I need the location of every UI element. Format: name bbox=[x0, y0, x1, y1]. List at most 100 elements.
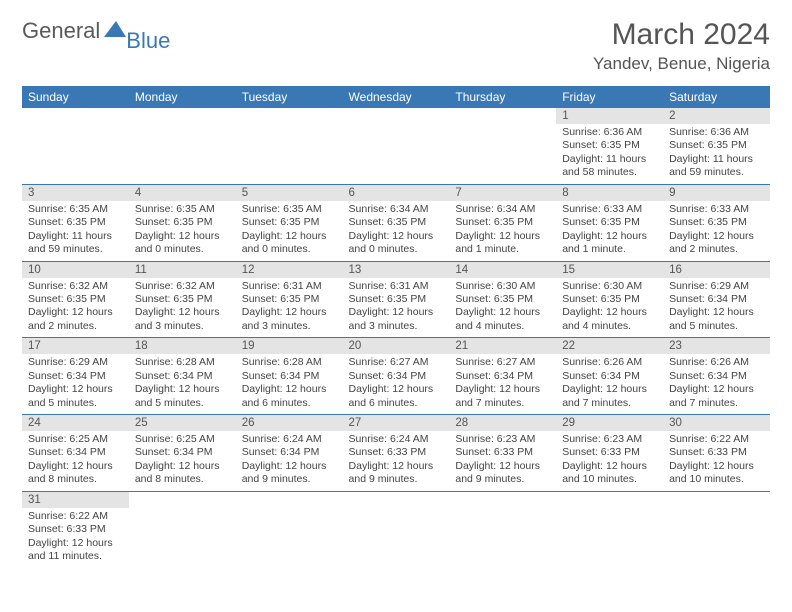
calendar-table: SundayMondayTuesdayWednesdayThursdayFrid… bbox=[22, 86, 770, 568]
calendar-cell: 24Sunrise: 6:25 AMSunset: 6:34 PMDayligh… bbox=[22, 415, 129, 492]
calendar-cell: 30Sunrise: 6:22 AMSunset: 6:33 PMDayligh… bbox=[663, 415, 770, 492]
calendar-body: 1Sunrise: 6:36 AMSunset: 6:35 PMDaylight… bbox=[22, 108, 770, 568]
location-text: Yandev, Benue, Nigeria bbox=[593, 54, 770, 74]
day-details: Sunrise: 6:30 AMSunset: 6:35 PMDaylight:… bbox=[556, 278, 663, 338]
day-number: 11 bbox=[129, 262, 236, 278]
day-number: 20 bbox=[343, 338, 450, 354]
weekday-header: Saturday bbox=[663, 86, 770, 108]
day-number: 6 bbox=[343, 185, 450, 201]
calendar-cell bbox=[236, 491, 343, 567]
day-number: 26 bbox=[236, 415, 343, 431]
weekday-header: Sunday bbox=[22, 86, 129, 108]
sail-icon bbox=[102, 19, 128, 44]
day-number: 14 bbox=[449, 262, 556, 278]
day-details: Sunrise: 6:22 AMSunset: 6:33 PMDaylight:… bbox=[22, 508, 129, 568]
day-number: 24 bbox=[22, 415, 129, 431]
calendar-cell: 15Sunrise: 6:30 AMSunset: 6:35 PMDayligh… bbox=[556, 261, 663, 338]
day-details: Sunrise: 6:25 AMSunset: 6:34 PMDaylight:… bbox=[22, 431, 129, 491]
calendar-cell bbox=[663, 491, 770, 567]
calendar-cell: 27Sunrise: 6:24 AMSunset: 6:33 PMDayligh… bbox=[343, 415, 450, 492]
header: General Blue March 2024 Yandev, Benue, N… bbox=[22, 18, 770, 74]
calendar-cell bbox=[129, 108, 236, 184]
calendar-cell bbox=[343, 491, 450, 567]
day-details: Sunrise: 6:35 AMSunset: 6:35 PMDaylight:… bbox=[22, 201, 129, 261]
weekday-header: Thursday bbox=[449, 86, 556, 108]
day-details: Sunrise: 6:32 AMSunset: 6:35 PMDaylight:… bbox=[129, 278, 236, 338]
day-number: 12 bbox=[236, 262, 343, 278]
day-number: 16 bbox=[663, 262, 770, 278]
page-title: March 2024 bbox=[593, 18, 770, 52]
weekday-header: Monday bbox=[129, 86, 236, 108]
day-details: Sunrise: 6:33 AMSunset: 6:35 PMDaylight:… bbox=[663, 201, 770, 261]
calendar-cell bbox=[343, 108, 450, 184]
calendar-cell: 5Sunrise: 6:35 AMSunset: 6:35 PMDaylight… bbox=[236, 184, 343, 261]
day-details: Sunrise: 6:31 AMSunset: 6:35 PMDaylight:… bbox=[343, 278, 450, 338]
calendar-cell: 22Sunrise: 6:26 AMSunset: 6:34 PMDayligh… bbox=[556, 338, 663, 415]
calendar-cell bbox=[129, 491, 236, 567]
day-number: 27 bbox=[343, 415, 450, 431]
calendar-cell: 23Sunrise: 6:26 AMSunset: 6:34 PMDayligh… bbox=[663, 338, 770, 415]
day-details: Sunrise: 6:24 AMSunset: 6:34 PMDaylight:… bbox=[236, 431, 343, 491]
weekday-header: Friday bbox=[556, 86, 663, 108]
day-number: 1 bbox=[556, 108, 663, 124]
day-number: 3 bbox=[22, 185, 129, 201]
day-number: 7 bbox=[449, 185, 556, 201]
calendar-cell: 18Sunrise: 6:28 AMSunset: 6:34 PMDayligh… bbox=[129, 338, 236, 415]
day-details: Sunrise: 6:28 AMSunset: 6:34 PMDaylight:… bbox=[129, 354, 236, 414]
day-number: 21 bbox=[449, 338, 556, 354]
day-details: Sunrise: 6:29 AMSunset: 6:34 PMDaylight:… bbox=[663, 278, 770, 338]
calendar-cell: 26Sunrise: 6:24 AMSunset: 6:34 PMDayligh… bbox=[236, 415, 343, 492]
calendar-cell: 10Sunrise: 6:32 AMSunset: 6:35 PMDayligh… bbox=[22, 261, 129, 338]
day-details: Sunrise: 6:36 AMSunset: 6:35 PMDaylight:… bbox=[556, 124, 663, 184]
calendar-cell: 31Sunrise: 6:22 AMSunset: 6:33 PMDayligh… bbox=[22, 491, 129, 567]
day-number: 23 bbox=[663, 338, 770, 354]
logo: General Blue bbox=[22, 18, 174, 44]
day-number: 17 bbox=[22, 338, 129, 354]
day-number: 19 bbox=[236, 338, 343, 354]
day-number: 30 bbox=[663, 415, 770, 431]
calendar-cell: 3Sunrise: 6:35 AMSunset: 6:35 PMDaylight… bbox=[22, 184, 129, 261]
calendar-cell: 13Sunrise: 6:31 AMSunset: 6:35 PMDayligh… bbox=[343, 261, 450, 338]
calendar-cell bbox=[449, 491, 556, 567]
weekday-header: Wednesday bbox=[343, 86, 450, 108]
day-details: Sunrise: 6:23 AMSunset: 6:33 PMDaylight:… bbox=[556, 431, 663, 491]
day-details: Sunrise: 6:34 AMSunset: 6:35 PMDaylight:… bbox=[449, 201, 556, 261]
day-number: 4 bbox=[129, 185, 236, 201]
day-number: 25 bbox=[129, 415, 236, 431]
day-details: Sunrise: 6:23 AMSunset: 6:33 PMDaylight:… bbox=[449, 431, 556, 491]
calendar-cell: 19Sunrise: 6:28 AMSunset: 6:34 PMDayligh… bbox=[236, 338, 343, 415]
day-details: Sunrise: 6:27 AMSunset: 6:34 PMDaylight:… bbox=[343, 354, 450, 414]
day-details: Sunrise: 6:36 AMSunset: 6:35 PMDaylight:… bbox=[663, 124, 770, 184]
calendar-cell: 12Sunrise: 6:31 AMSunset: 6:35 PMDayligh… bbox=[236, 261, 343, 338]
day-number: 9 bbox=[663, 185, 770, 201]
day-details: Sunrise: 6:32 AMSunset: 6:35 PMDaylight:… bbox=[22, 278, 129, 338]
day-details: Sunrise: 6:30 AMSunset: 6:35 PMDaylight:… bbox=[449, 278, 556, 338]
calendar-cell bbox=[556, 491, 663, 567]
calendar-cell: 29Sunrise: 6:23 AMSunset: 6:33 PMDayligh… bbox=[556, 415, 663, 492]
calendar-cell: 11Sunrise: 6:32 AMSunset: 6:35 PMDayligh… bbox=[129, 261, 236, 338]
calendar-cell: 9Sunrise: 6:33 AMSunset: 6:35 PMDaylight… bbox=[663, 184, 770, 261]
day-details: Sunrise: 6:33 AMSunset: 6:35 PMDaylight:… bbox=[556, 201, 663, 261]
day-number: 29 bbox=[556, 415, 663, 431]
calendar-cell bbox=[236, 108, 343, 184]
day-number: 13 bbox=[343, 262, 450, 278]
calendar-cell: 16Sunrise: 6:29 AMSunset: 6:34 PMDayligh… bbox=[663, 261, 770, 338]
calendar-cell: 2Sunrise: 6:36 AMSunset: 6:35 PMDaylight… bbox=[663, 108, 770, 184]
day-details: Sunrise: 6:26 AMSunset: 6:34 PMDaylight:… bbox=[663, 354, 770, 414]
calendar-cell: 17Sunrise: 6:29 AMSunset: 6:34 PMDayligh… bbox=[22, 338, 129, 415]
calendar-cell: 21Sunrise: 6:27 AMSunset: 6:34 PMDayligh… bbox=[449, 338, 556, 415]
day-number: 8 bbox=[556, 185, 663, 201]
day-number: 22 bbox=[556, 338, 663, 354]
day-details: Sunrise: 6:34 AMSunset: 6:35 PMDaylight:… bbox=[343, 201, 450, 261]
calendar-cell: 25Sunrise: 6:25 AMSunset: 6:34 PMDayligh… bbox=[129, 415, 236, 492]
day-number: 2 bbox=[663, 108, 770, 124]
calendar-cell: 6Sunrise: 6:34 AMSunset: 6:35 PMDaylight… bbox=[343, 184, 450, 261]
day-details: Sunrise: 6:26 AMSunset: 6:34 PMDaylight:… bbox=[556, 354, 663, 414]
day-details: Sunrise: 6:31 AMSunset: 6:35 PMDaylight:… bbox=[236, 278, 343, 338]
calendar-cell bbox=[449, 108, 556, 184]
calendar-cell: 14Sunrise: 6:30 AMSunset: 6:35 PMDayligh… bbox=[449, 261, 556, 338]
calendar-cell: 7Sunrise: 6:34 AMSunset: 6:35 PMDaylight… bbox=[449, 184, 556, 261]
weekday-header: Tuesday bbox=[236, 86, 343, 108]
title-block: March 2024 Yandev, Benue, Nigeria bbox=[593, 18, 770, 74]
logo-text-blue: Blue bbox=[126, 28, 170, 54]
